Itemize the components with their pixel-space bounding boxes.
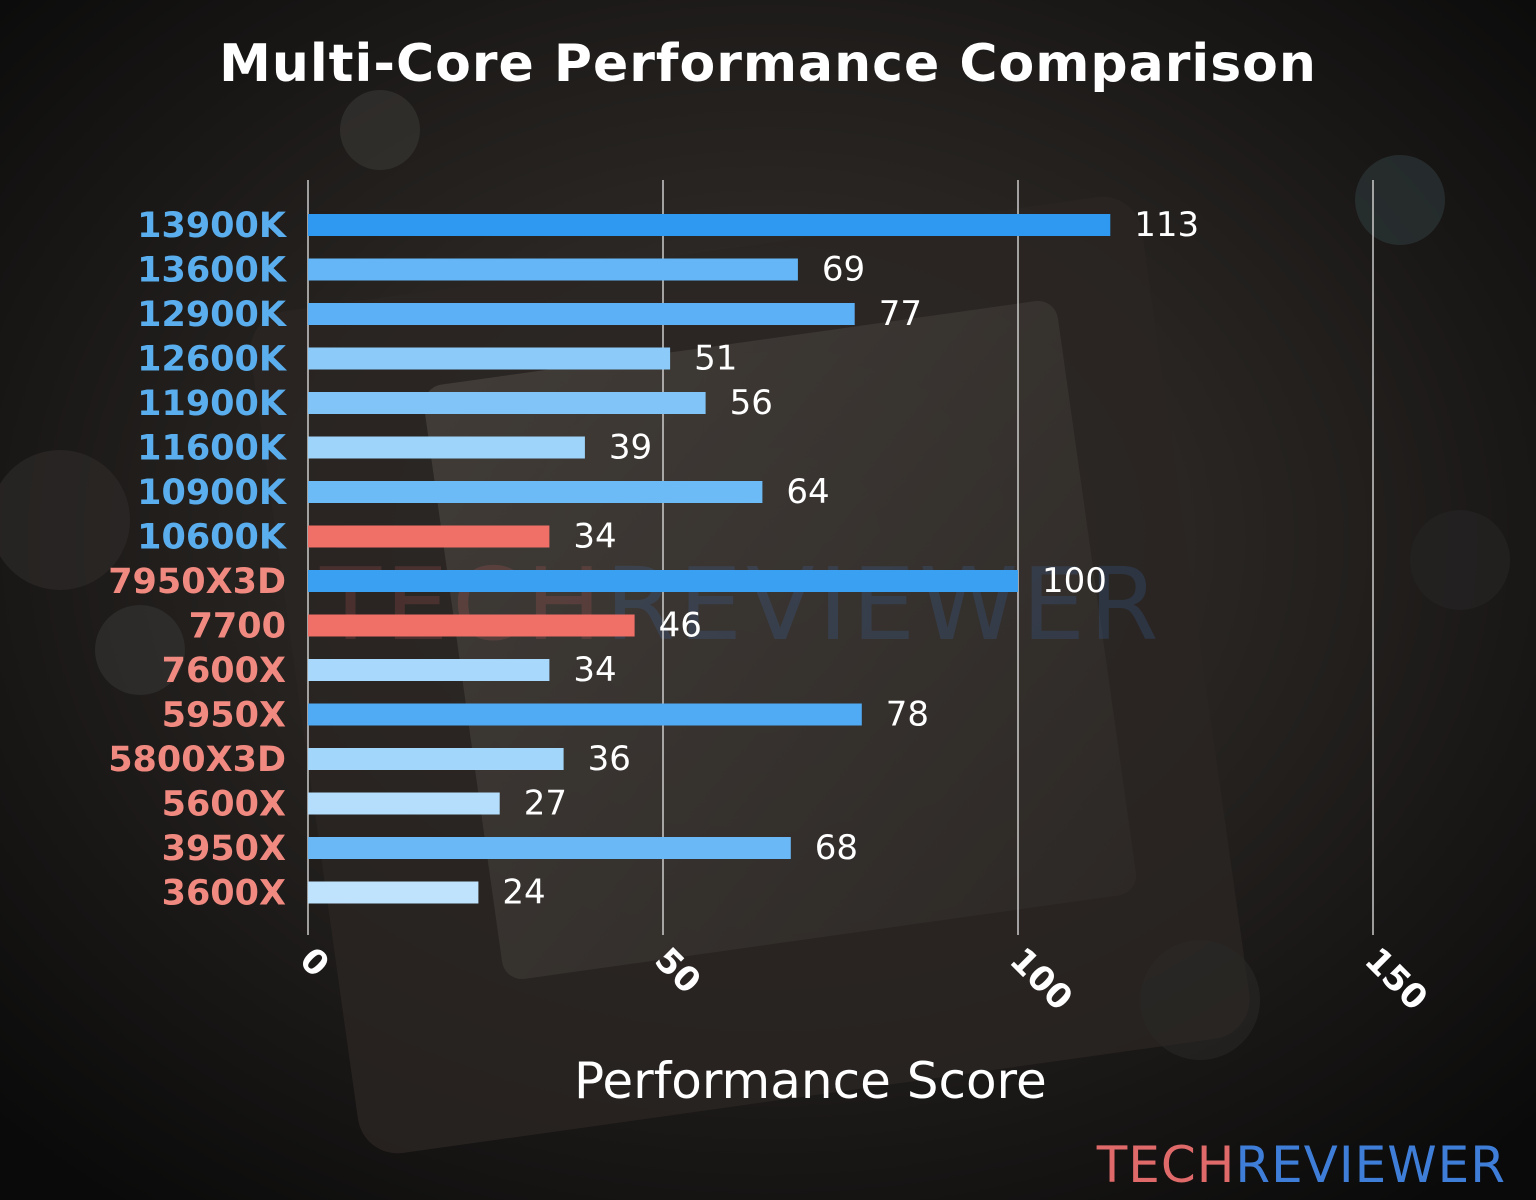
value-label: 64 (786, 472, 829, 512)
category-label: 10600K (137, 518, 288, 558)
x-axis-label: Performance Score (574, 1052, 1047, 1110)
category-label: 11600K (137, 429, 288, 469)
category-label: 13900K (137, 206, 288, 246)
bar (308, 525, 550, 548)
value-label: 34 (573, 650, 616, 690)
bar (308, 614, 635, 637)
bar (308, 481, 763, 503)
bg-blob (1140, 940, 1260, 1060)
category-label: 5600X (162, 785, 286, 825)
x-tick-labels: 0 50 100 150 (292, 940, 1435, 1018)
logo-part1: TECH (1096, 1136, 1236, 1194)
category-label: 3950X (162, 829, 286, 869)
value-label: 51 (694, 339, 737, 379)
category-label: 13600K (137, 251, 288, 291)
value-label: 100 (1042, 561, 1107, 601)
chart-title: Multi-Core Performance Comparison (219, 34, 1317, 94)
bar (308, 659, 550, 681)
logo-part2: REVIEWER (1235, 1136, 1506, 1194)
x-tick-label: 0 (292, 940, 337, 985)
category-label: 11900K (137, 384, 288, 424)
value-label: 77 (879, 294, 922, 334)
category-label: 3600X (162, 874, 286, 914)
watermark-part2: REVIEWER (605, 546, 1163, 663)
value-label: 68 (815, 828, 858, 868)
bars (308, 214, 1111, 904)
bg-blob (1355, 155, 1445, 245)
cpu-chip-shape (423, 300, 1137, 980)
category-label: 7950X3D (108, 562, 286, 602)
bar (308, 748, 564, 770)
bg-blob (340, 90, 420, 170)
value-label: 27 (524, 784, 567, 824)
bar (308, 303, 855, 325)
bar (308, 436, 585, 459)
bar (308, 837, 791, 859)
x-tick-label: 100 (1002, 940, 1080, 1018)
category-label: 7600X (162, 651, 286, 691)
category-label: 12900K (137, 295, 288, 335)
value-label: 24 (502, 873, 545, 913)
category-label: 7700 (189, 607, 286, 647)
category-label: 5950X (162, 696, 286, 736)
value-label: 56 (730, 383, 773, 423)
bar (308, 570, 1018, 592)
value-label: 78 (886, 695, 929, 735)
x-tick-label: 150 (1357, 940, 1435, 1018)
bg-blob (0, 450, 130, 590)
bar (308, 792, 500, 815)
bar (308, 881, 479, 904)
category-label: 5800X3D (108, 740, 286, 780)
value-label: 39 (609, 428, 652, 468)
value-label: 69 (822, 250, 865, 290)
bar (308, 703, 862, 726)
logo: TECHREVIEWER (1097, 1136, 1506, 1194)
value-label: 46 (659, 606, 702, 646)
value-label: 34 (573, 517, 616, 557)
bar (308, 258, 798, 281)
watermark-part1: TECH (320, 546, 606, 663)
bar (308, 347, 671, 370)
bar (308, 214, 1111, 236)
bg-blob (95, 605, 185, 695)
grid-lines (307, 180, 1374, 935)
value-label: 36 (588, 739, 631, 779)
value-label: 113 (1134, 205, 1199, 245)
category-label: 10900K (137, 473, 288, 513)
bg-blob (1410, 510, 1510, 610)
bar (308, 392, 706, 414)
x-tick-label: 50 (647, 940, 709, 1002)
category-label: 12600K (137, 340, 288, 380)
watermark: TECHREVIEWER (320, 546, 1163, 663)
